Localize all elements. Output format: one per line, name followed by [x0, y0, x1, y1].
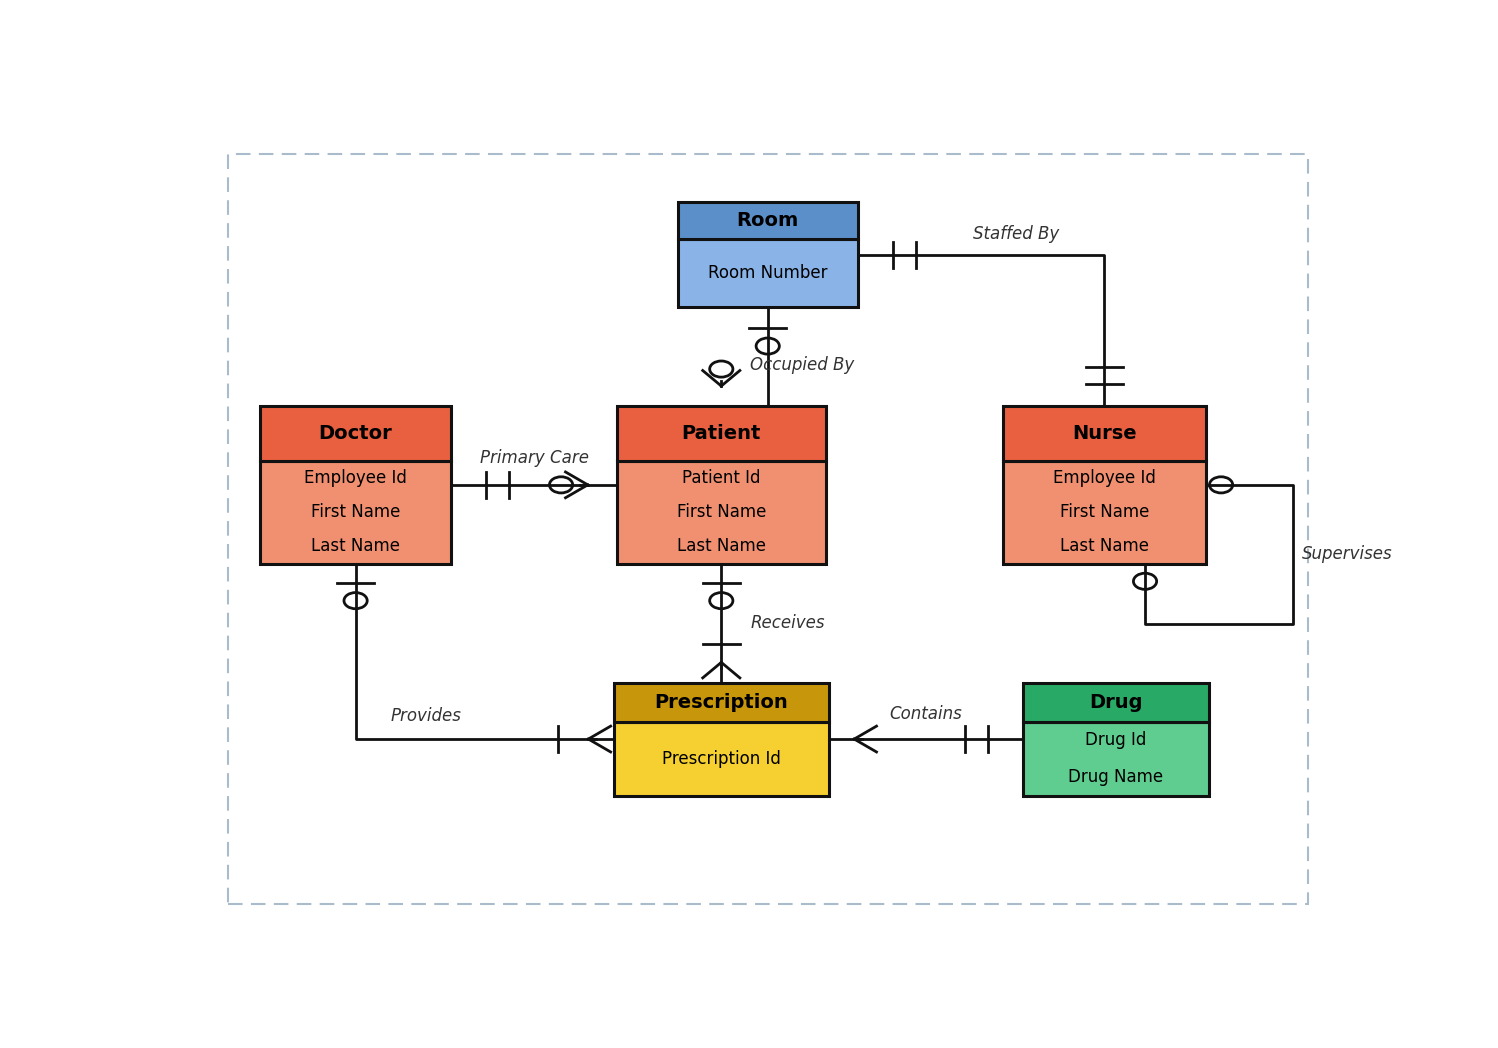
Text: Drug: Drug	[1089, 693, 1143, 712]
FancyBboxPatch shape	[1023, 722, 1209, 795]
FancyBboxPatch shape	[1023, 682, 1209, 722]
Text: Room Number: Room Number	[709, 264, 827, 282]
Text: Supervises: Supervises	[1302, 545, 1393, 564]
Text: Primary Care: Primary Care	[479, 450, 589, 467]
Text: Employee Id: Employee Id	[304, 470, 407, 487]
Text: Patient Id: Patient Id	[682, 470, 761, 487]
Text: Receives: Receives	[750, 614, 825, 632]
Text: First Name: First Name	[312, 503, 400, 522]
Text: Last Name: Last Name	[312, 538, 400, 555]
Text: Last Name: Last Name	[677, 538, 765, 555]
Text: Last Name: Last Name	[1061, 538, 1149, 555]
Text: First Name: First Name	[1059, 503, 1149, 522]
Text: Room: Room	[737, 212, 798, 231]
Text: Contains: Contains	[890, 705, 962, 723]
Text: Prescription Id: Prescription Id	[662, 749, 780, 768]
FancyBboxPatch shape	[677, 239, 858, 307]
FancyBboxPatch shape	[677, 202, 858, 239]
Text: Occupied By: Occupied By	[750, 356, 854, 374]
FancyBboxPatch shape	[1002, 407, 1206, 461]
FancyBboxPatch shape	[1002, 461, 1206, 564]
FancyBboxPatch shape	[259, 461, 451, 564]
Text: Prescription: Prescription	[655, 693, 788, 712]
FancyBboxPatch shape	[617, 407, 825, 461]
FancyBboxPatch shape	[259, 407, 451, 461]
FancyBboxPatch shape	[614, 682, 828, 722]
FancyBboxPatch shape	[617, 461, 825, 564]
Text: Doctor: Doctor	[319, 424, 392, 443]
Text: Provides: Provides	[391, 706, 461, 724]
FancyBboxPatch shape	[614, 722, 828, 795]
Text: Nurse: Nurse	[1073, 424, 1137, 443]
Text: Drug Id: Drug Id	[1086, 732, 1146, 749]
Text: Employee Id: Employee Id	[1053, 470, 1156, 487]
Text: First Name: First Name	[677, 503, 765, 522]
Text: Drug Name: Drug Name	[1068, 768, 1164, 786]
Text: Patient: Patient	[682, 424, 761, 443]
Text: Staffed By: Staffed By	[972, 224, 1059, 243]
